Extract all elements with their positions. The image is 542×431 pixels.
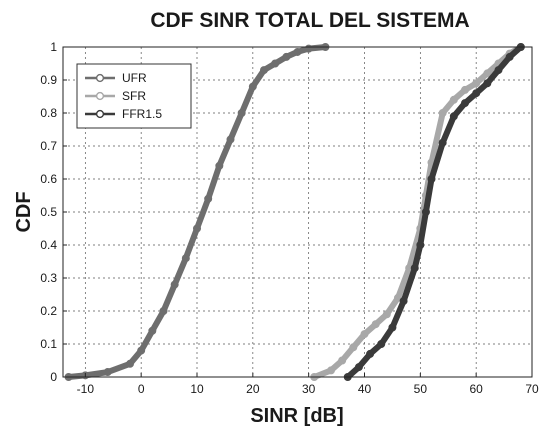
legend: UFR SFR FFR1.5 <box>76 63 192 129</box>
data-point <box>438 138 447 147</box>
x-tick-label: -10 <box>77 382 95 396</box>
data-point <box>125 359 134 368</box>
data-point <box>371 320 380 329</box>
legend-marker <box>95 91 105 101</box>
legend-label: UFR <box>122 71 147 85</box>
y-tick-label: 0.8 <box>40 106 57 120</box>
data-point <box>472 79 481 88</box>
data-point <box>382 310 391 319</box>
legend-marker <box>95 109 105 119</box>
y-tick-label: 0.5 <box>40 205 57 219</box>
data-point <box>103 368 112 377</box>
x-tick-label: 10 <box>190 382 204 396</box>
data-point <box>399 297 408 306</box>
x-tick-label: 40 <box>358 382 372 396</box>
y-tick-label: 0 <box>50 370 57 384</box>
series-sfr <box>310 42 525 382</box>
data-point <box>148 326 157 335</box>
series-line <box>344 44 524 380</box>
data-point <box>427 175 436 184</box>
data-point <box>461 85 470 94</box>
data-point <box>438 108 447 117</box>
y-tick-label: 0.3 <box>40 271 57 285</box>
data-point <box>237 108 246 117</box>
data-point <box>483 69 492 78</box>
tick-layer: -10 0 10 20 30 40 50 60 70 0 0.1 0.2 0.3 0.4 0.5 0.6 0.7… <box>40 40 539 396</box>
data-point <box>366 349 375 358</box>
data-point <box>282 52 291 61</box>
y-tick-label: 0.1 <box>40 337 57 351</box>
data-point <box>505 52 514 61</box>
x-tick-label: 70 <box>525 382 539 396</box>
legend-label: FFR1.5 <box>122 107 162 121</box>
y-axis-label: CDF <box>13 191 35 232</box>
data-point <box>137 346 146 355</box>
data-point <box>159 307 168 316</box>
series-ffr1-5 <box>343 42 525 382</box>
data-point <box>327 366 336 375</box>
x-tick-label: 50 <box>414 382 428 396</box>
data-point <box>449 95 458 104</box>
data-point <box>304 44 313 53</box>
data-point <box>421 208 430 217</box>
data-point <box>461 99 470 108</box>
data-point <box>449 112 458 121</box>
data-point <box>81 371 90 380</box>
data-point <box>354 363 363 372</box>
data-point <box>248 82 257 91</box>
data-point <box>410 264 419 273</box>
data-point <box>472 89 481 98</box>
y-tick-label: 0.9 <box>40 73 57 87</box>
y-tick-label: 0.4 <box>40 238 57 252</box>
data-point <box>193 224 202 233</box>
y-tick-label: 0.7 <box>40 139 57 153</box>
data-point <box>181 254 190 263</box>
x-axis-label: SINR [dB] <box>250 405 343 427</box>
data-point <box>271 59 280 68</box>
x-tick-label: 30 <box>302 382 316 396</box>
data-point <box>170 280 179 289</box>
chart-title: CDF SINR TOTAL DEL SISTEMA <box>150 9 469 32</box>
x-tick-label: 60 <box>469 382 483 396</box>
data-point <box>338 356 347 365</box>
data-point <box>293 47 302 56</box>
series-layer <box>64 42 525 382</box>
y-tick-label: 0.2 <box>40 304 57 318</box>
data-point <box>377 340 386 349</box>
data-point <box>360 330 369 339</box>
y-tick-label: 0.6 <box>40 172 57 186</box>
data-point <box>388 323 397 332</box>
data-point <box>483 79 492 88</box>
x-tick-label: 20 <box>246 382 260 396</box>
legend-label: SFR <box>122 89 146 103</box>
legend-marker <box>95 73 105 83</box>
data-point <box>349 343 358 352</box>
data-point <box>416 241 425 250</box>
data-point <box>226 135 235 144</box>
series-line <box>65 44 329 380</box>
y-tick-label: 1 <box>50 40 57 54</box>
data-point <box>494 66 503 75</box>
data-point <box>204 194 213 203</box>
x-tick-label: 0 <box>138 382 145 396</box>
data-point <box>260 66 269 75</box>
data-point <box>215 161 224 170</box>
